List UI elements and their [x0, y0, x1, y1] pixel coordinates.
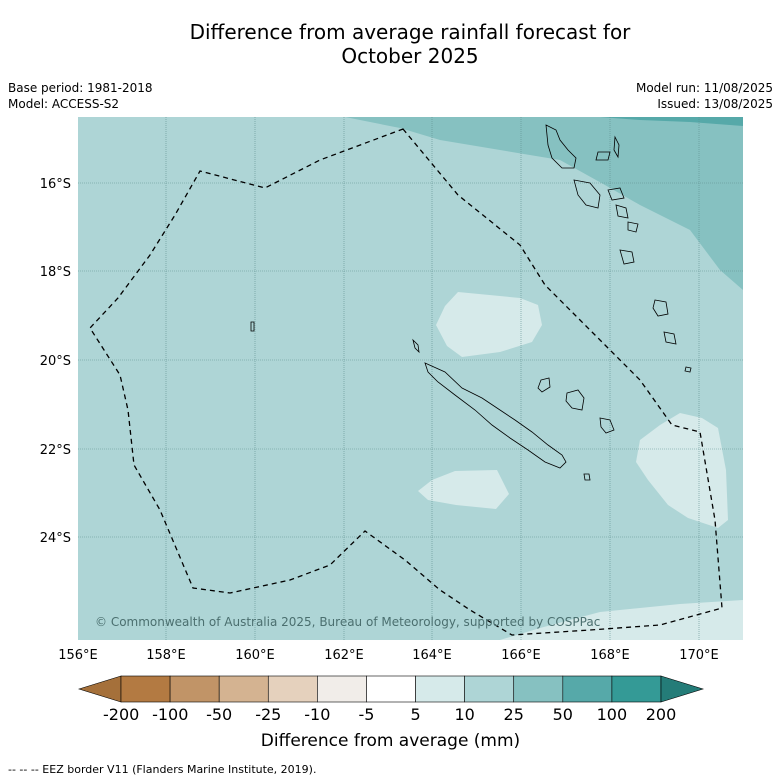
- aneityum-island: [663, 331, 677, 345]
- colorbar-tick-label: -25: [255, 705, 282, 724]
- rainfall-region-25-50: [345, 117, 743, 290]
- colorbar-tick-label: -100: [152, 705, 189, 724]
- colorbar-extend-high: [660, 675, 705, 703]
- epi-island: [615, 204, 629, 219]
- colorbar-segment: [169, 675, 220, 703]
- lon-tick: 160°E: [235, 648, 275, 663]
- graticule: [78, 117, 743, 640]
- issued-date: Issued: 13/08/2025: [657, 97, 773, 111]
- meta-right: Model run: 11/08/2025 Issued: 13/08/2025: [636, 80, 773, 112]
- map-plot-area: © Commonwealth of Australia 2025, Bureau…: [78, 117, 743, 640]
- small-island-east: [684, 366, 692, 373]
- colorbar-tick-label: 200: [645, 705, 677, 724]
- espiritu-santo-island: [545, 124, 577, 169]
- ambae-island: [613, 135, 620, 159]
- lifou-island: [565, 389, 585, 411]
- rainfall-region-5-10-b: [636, 413, 728, 528]
- isle-of-pines: [583, 473, 591, 481]
- lon-tick: 166°E: [501, 648, 541, 663]
- colorbar-title: Difference from average (mm): [260, 731, 521, 751]
- colorbar-segment: [415, 675, 465, 703]
- colorbar-tick-label: 5: [410, 705, 421, 724]
- rainfall-region-50-100: [600, 117, 743, 126]
- colorbar-segment: [562, 675, 613, 703]
- lon-tick: 156°E: [58, 648, 98, 663]
- colorbar-segment: [218, 675, 269, 703]
- lat-tick: 20°S: [40, 354, 71, 369]
- colorbar-tick-label: -5: [358, 705, 375, 724]
- ouvea-island: [537, 377, 551, 393]
- base-period: Base period: 1981-2018: [8, 81, 153, 95]
- eez-border: [89, 128, 723, 636]
- lat-tick: 18°S: [40, 265, 71, 280]
- maewo-island: [595, 151, 611, 161]
- longitude-ticks: 156°E 158°E 160°E 162°E 164°E 166°E 168°…: [58, 648, 719, 663]
- copyright-text: © Commonwealth of Australia 2025, Bureau…: [95, 615, 600, 629]
- colorbar-tick-label: 100: [596, 705, 628, 724]
- ambrym-island: [607, 187, 625, 201]
- latitude-ticks: 16°S 18°S 20°S 22°S 24°S: [40, 177, 71, 546]
- colorbar-segment: [120, 675, 171, 703]
- lon-tick: 164°E: [412, 648, 452, 663]
- colorbar-tick-label: 50: [552, 705, 573, 724]
- lon-tick: 170°E: [679, 648, 719, 663]
- model-run: Model run: 11/08/2025: [635, 81, 773, 95]
- meta-left: Base period: 1981-2018 Model: ACCESS-S2: [8, 80, 153, 112]
- efate-island: [627, 221, 639, 233]
- colorbar-tick-label: -50: [206, 705, 233, 724]
- belep-islands: [412, 338, 420, 354]
- new-caledonia-island: [424, 362, 567, 469]
- colorbar-tick-label: -10: [304, 705, 331, 724]
- colorbar-segment: [513, 675, 564, 703]
- chesterfield-reef: [250, 321, 255, 332]
- colorbar-segment: [317, 675, 367, 703]
- colorbar: [77, 675, 705, 703]
- colorbar-segment: [611, 675, 662, 703]
- rainfall-base-layer: [78, 117, 743, 640]
- map-title: Difference from average rainfall forecas…: [0, 20, 781, 68]
- rainfall-region-5-10-c: [418, 470, 509, 509]
- colorbar-tick-label: 25: [503, 705, 524, 724]
- lon-tick: 168°E: [590, 648, 630, 663]
- rainfall-region-5-10-d: [500, 600, 743, 640]
- lon-tick: 158°E: [146, 648, 186, 663]
- colorbar-segment: [366, 675, 416, 703]
- colorbar-segment: [464, 675, 515, 703]
- colorbar-extend-low: [77, 675, 122, 703]
- tanna-island: [652, 299, 669, 317]
- lat-tick: 16°S: [40, 177, 71, 192]
- mare-island: [599, 417, 615, 434]
- rainfall-region-5-10-a: [436, 292, 542, 357]
- malekula-island: [573, 179, 601, 209]
- colorbar-tick-label: 10: [454, 705, 475, 724]
- colorbar-tick-label: -200: [103, 705, 140, 724]
- title-line-1: Difference from average rainfall forecas…: [189, 20, 631, 44]
- lon-tick: 162°E: [324, 648, 364, 663]
- erromango-island: [619, 249, 635, 265]
- eez-footer-note: -- -- -- EEZ border V11 (Flanders Marine…: [8, 763, 317, 776]
- title-line-2: October 2025: [341, 44, 479, 68]
- lat-tick: 24°S: [40, 531, 71, 546]
- lat-tick: 22°S: [40, 443, 71, 458]
- colorbar-segment: [267, 675, 318, 703]
- model-name: Model: ACCESS-S2: [8, 97, 120, 111]
